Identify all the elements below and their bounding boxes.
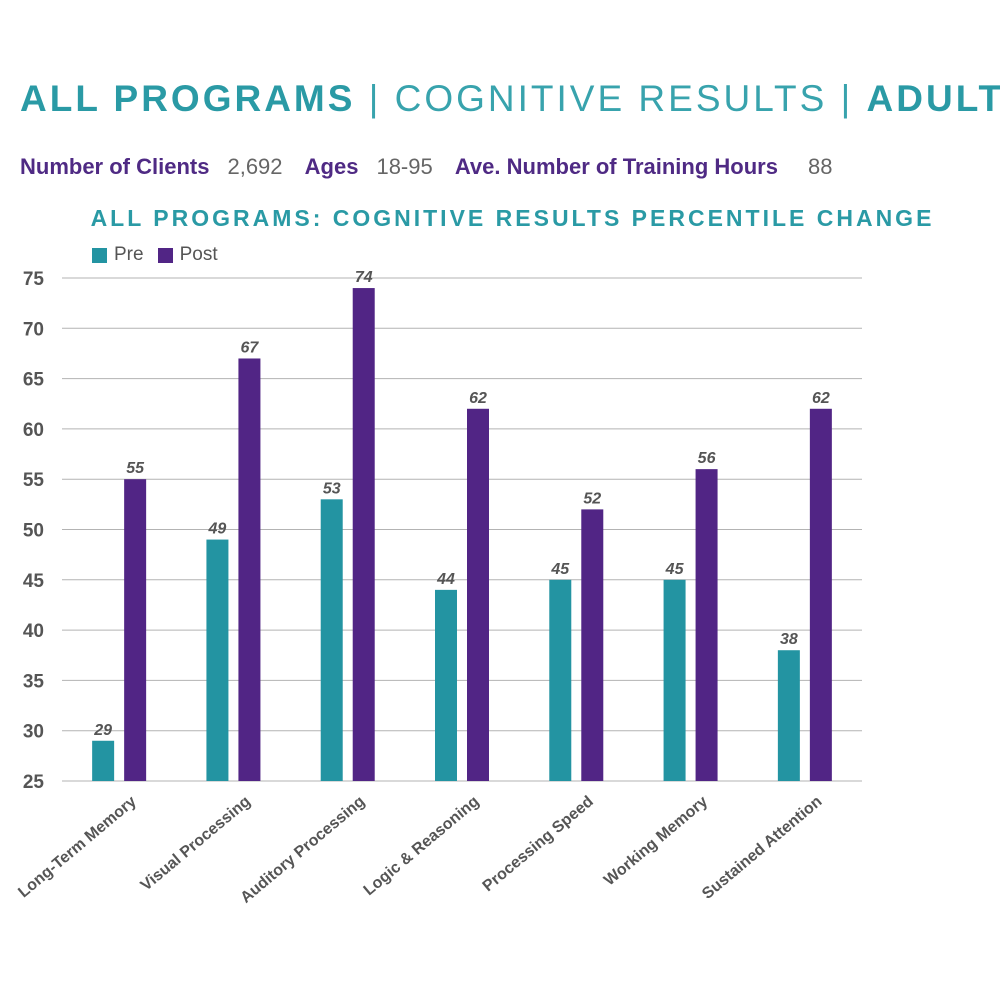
bar-pre xyxy=(777,650,800,781)
legend-label-pre: Pre xyxy=(114,244,144,265)
data-label: 55 xyxy=(126,460,145,477)
chart-legend: Pre Post xyxy=(92,244,232,266)
x-tick-label: Sustained Attention xyxy=(699,793,825,903)
data-label: 53 xyxy=(323,480,341,497)
bar-pre xyxy=(663,579,686,781)
chart-title: ALL PROGRAMS: COGNITIVE RESULTS PERCENTI… xyxy=(90,205,935,231)
clients-value: 2,692 xyxy=(227,154,283,179)
ages-label: Ages xyxy=(304,154,359,179)
bar-post xyxy=(581,509,604,781)
legend-label-post: Post xyxy=(179,244,218,265)
clients-label: Number of Clients xyxy=(20,154,210,179)
y-tick-label: 45 xyxy=(23,571,45,592)
bar-pre xyxy=(320,499,343,781)
data-label: 49 xyxy=(208,521,227,538)
y-tick-label: 75 xyxy=(23,269,45,290)
legend-swatch-pre xyxy=(92,247,107,263)
legend-item-pre: Pre xyxy=(92,244,144,266)
bar-post xyxy=(695,469,718,781)
x-tick-label: Processing Speed xyxy=(480,793,597,895)
data-label: 29 xyxy=(93,722,112,739)
x-tick-label: Long-Term Memory xyxy=(15,793,139,901)
header-adults: ADULTS xyxy=(866,78,1000,119)
y-tick-label: 40 xyxy=(23,621,44,642)
y-tick-label: 70 xyxy=(23,319,44,340)
x-tick-label: Working Memory xyxy=(601,793,711,889)
data-label: 74 xyxy=(355,269,373,286)
y-tick-label: 30 xyxy=(23,722,44,743)
x-tick-label: Logic & Reasoning xyxy=(361,793,483,899)
data-label: 44 xyxy=(436,571,455,588)
y-tick-label: 35 xyxy=(23,671,45,692)
ages-value: 18-95 xyxy=(376,154,433,179)
data-label: 56 xyxy=(698,450,716,467)
x-tick-label: Visual Processing xyxy=(138,793,254,894)
data-label: 67 xyxy=(241,339,260,356)
bar-post xyxy=(238,358,261,781)
legend-item-post: Post xyxy=(157,244,218,266)
bar-post xyxy=(352,288,375,781)
bar-pre xyxy=(549,579,572,781)
data-label: 45 xyxy=(665,561,685,578)
stats-row: Number of Clients 2,692 Ages 18-95 Ave. Nu… xyxy=(20,154,832,180)
bar-pre xyxy=(435,589,457,781)
legend-swatch-post xyxy=(157,247,173,263)
bar-post xyxy=(124,479,147,781)
bar-pre xyxy=(92,740,115,781)
data-label: 52 xyxy=(583,490,601,507)
data-label: 62 xyxy=(469,390,487,407)
y-tick-label: 60 xyxy=(23,420,44,441)
header-all-programs: ALL PROGRAMS xyxy=(20,78,356,119)
bar-pre xyxy=(206,539,229,781)
y-tick-label: 55 xyxy=(23,470,45,491)
y-tick-label: 65 xyxy=(23,370,45,391)
hours-label: Ave. Number of Training Hours xyxy=(454,154,778,179)
header-separator: | xyxy=(840,78,854,119)
page-header: ALL PROGRAMS | COGNITIVE RESULTS | ADULT… xyxy=(20,78,1000,120)
header-cognitive-results: COGNITIVE RESULTS xyxy=(394,78,828,119)
x-tick-label: Auditory Processing xyxy=(237,793,368,907)
bar-post xyxy=(467,408,489,781)
header-separator: | xyxy=(368,78,382,119)
data-label: 45 xyxy=(550,561,570,578)
data-label: 62 xyxy=(812,390,830,407)
bar-post xyxy=(809,408,832,781)
y-tick-label: 50 xyxy=(23,521,44,542)
hours-value: 88 xyxy=(807,154,833,179)
data-label: 38 xyxy=(780,631,798,648)
y-tick-label: 25 xyxy=(23,772,45,793)
